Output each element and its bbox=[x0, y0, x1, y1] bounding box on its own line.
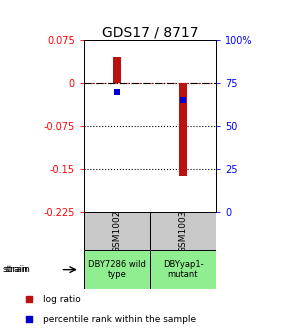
Point bbox=[26, 296, 31, 302]
Bar bbox=[84, 250, 150, 289]
Text: DBYyap1-
mutant: DBYyap1- mutant bbox=[163, 260, 203, 279]
Bar bbox=[150, 250, 216, 289]
Bar bbox=[150, 212, 216, 250]
Bar bbox=[84, 212, 150, 250]
Text: GSM1002: GSM1002 bbox=[112, 209, 122, 253]
Text: log ratio: log ratio bbox=[43, 295, 80, 303]
Text: GSM1003: GSM1003 bbox=[178, 209, 188, 253]
Point bbox=[26, 317, 31, 322]
Text: percentile rank within the sample: percentile rank within the sample bbox=[43, 315, 196, 324]
Bar bbox=[179, 83, 187, 176]
Bar bbox=[113, 57, 121, 83]
Point bbox=[115, 89, 119, 94]
Text: DBY7286 wild
type: DBY7286 wild type bbox=[88, 260, 146, 279]
Point bbox=[181, 98, 185, 103]
Text: strain: strain bbox=[3, 265, 29, 274]
Text: strain: strain bbox=[4, 265, 30, 274]
Title: GDS17 / 8717: GDS17 / 8717 bbox=[102, 25, 198, 39]
